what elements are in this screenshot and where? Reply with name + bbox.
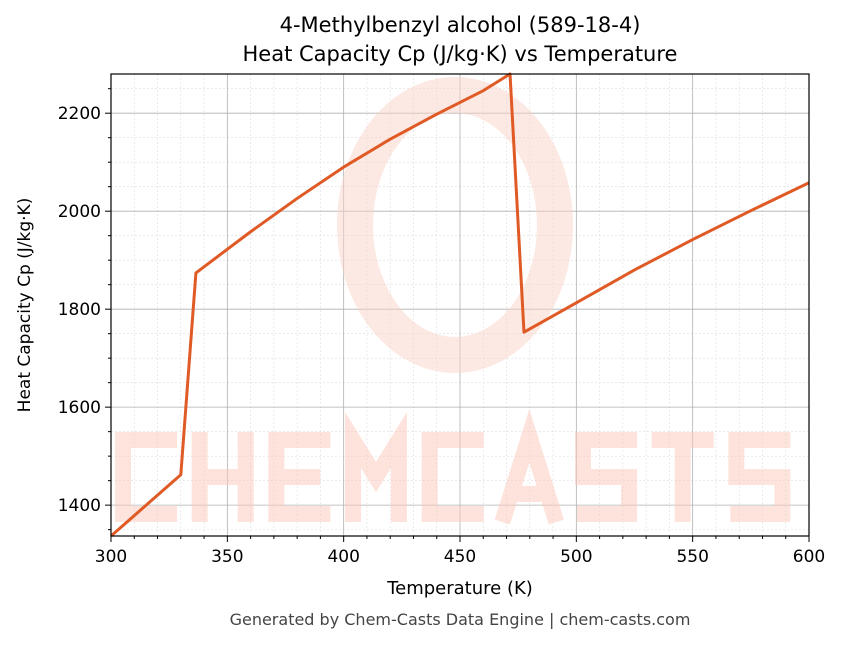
x-tick-label: 550 [676,547,708,567]
watermark-letter [268,432,331,522]
y-tick-label: 1800 [58,300,101,320]
watermark-letter [494,409,564,525]
x-tick-label: 350 [211,547,243,567]
watermark-letter [575,432,637,522]
watermark-logo [337,77,573,373]
x-tick-label: 600 [793,547,825,567]
y-axis-label: Heat Capacity Cp (J/kg·K) [15,198,35,413]
y-tick-label: 1400 [58,496,101,516]
watermark-lettering [115,409,791,525]
watermark [115,77,791,525]
chart-subtitle: Heat Capacity Cp (J/kg·K) vs Temperature [243,42,678,66]
x-tick-label: 300 [95,547,127,567]
x-tick-label: 450 [444,547,476,567]
series-layer [110,72,810,538]
axis-ticks: 300 350 400 450 500 550 600 1400 1600 1800 2000 220… [58,88,825,567]
watermark-letter [651,432,714,522]
watermark-letter [345,411,407,522]
y-tick-label: 1600 [58,398,101,418]
watermark-letter [728,432,791,522]
y-tick-label: 2000 [58,202,101,222]
watermark-letter [421,432,484,522]
x-tick-label: 400 [327,547,359,567]
watermark-letter [191,432,254,522]
watermark-letter [115,432,177,522]
grid [110,74,810,536]
footer-credit: Generated by Chem-Casts Data Engine | ch… [230,610,691,629]
x-axis-label: Temperature (K) [386,578,533,599]
y-tick-label: 2200 [58,104,101,124]
x-tick-label: 500 [560,547,592,567]
series-line [110,72,810,538]
chart-title: 4-Methylbenzyl alcohol (589-18-4) [280,13,641,37]
